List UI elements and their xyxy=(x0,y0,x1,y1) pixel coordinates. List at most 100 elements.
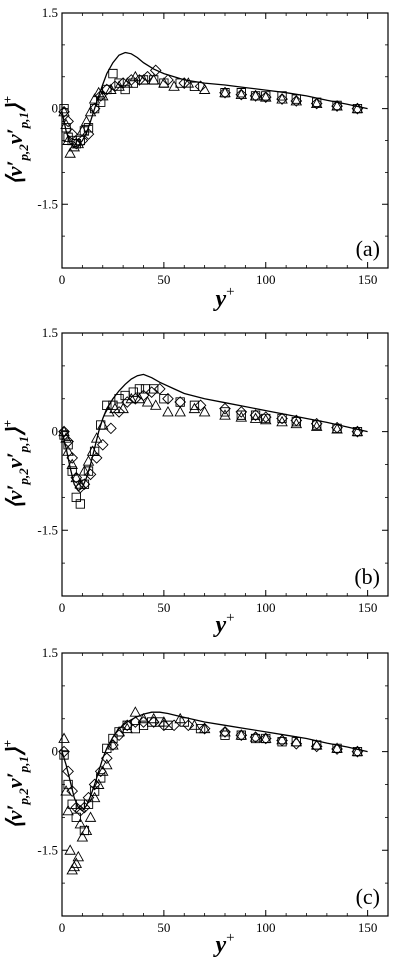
data-point-triangle xyxy=(137,74,150,85)
data-point-triangle xyxy=(88,93,101,104)
data-point-square xyxy=(138,720,149,730)
data-point-diamond xyxy=(66,785,79,797)
panel-label: (a) xyxy=(356,236,380,261)
y-tick-label: 1.5 xyxy=(42,5,58,20)
data-point-triangle xyxy=(92,778,105,789)
data-point-diamond xyxy=(178,77,191,89)
data-point-square xyxy=(59,430,69,440)
data-point-diamond xyxy=(66,452,79,464)
data-point-triangle xyxy=(125,392,138,404)
data-point-square xyxy=(59,750,69,760)
data-point-square xyxy=(63,779,73,790)
data-point-triangle xyxy=(158,716,170,727)
data-point-triangle xyxy=(121,722,133,734)
data-point-triangle xyxy=(129,70,142,82)
data-point-square xyxy=(179,717,189,727)
data-point-square xyxy=(75,499,85,509)
data-point-diamond xyxy=(219,402,231,415)
data-point-diamond xyxy=(259,732,272,745)
data-point-square xyxy=(63,440,73,450)
y-tick-label: -1.5 xyxy=(37,196,58,211)
x-tick-label: 50 xyxy=(157,272,170,287)
data-point-triangle xyxy=(92,86,105,98)
data-point-triangle xyxy=(259,413,272,425)
data-point-diamond xyxy=(100,752,113,765)
data-point-diamond xyxy=(62,765,74,778)
data-point-diamond xyxy=(96,438,109,451)
data-point-triangle xyxy=(58,732,70,743)
data-point-triangle xyxy=(331,742,343,753)
data-point-square xyxy=(83,466,94,476)
data-point-triangle xyxy=(82,455,95,466)
plot-frame xyxy=(61,332,389,597)
data-point-diamond xyxy=(113,406,125,418)
plot-frame xyxy=(61,12,389,269)
data-point-triangle xyxy=(147,712,160,724)
x-tick-label: 0 xyxy=(59,920,66,935)
data-point-triangle xyxy=(78,465,91,476)
y-tick-label: -1.5 xyxy=(37,842,58,857)
data-point-diamond xyxy=(351,425,364,438)
data-point-diamond xyxy=(78,801,91,814)
data-point-square xyxy=(163,720,173,730)
x-tick-label: 0 xyxy=(59,272,66,287)
series-line xyxy=(61,51,368,148)
data-point-triangle xyxy=(249,731,262,742)
data-point-diamond xyxy=(74,804,87,817)
data-point-triangle xyxy=(158,77,170,88)
data-point-triangle xyxy=(351,425,364,437)
data-point-triangle xyxy=(141,396,154,407)
data-point-diamond xyxy=(129,392,142,405)
data-point-square xyxy=(189,400,200,410)
data-point-triangle xyxy=(331,100,343,111)
data-point-diamond xyxy=(133,74,146,86)
data-point-triangle xyxy=(105,83,117,94)
data-point-diamond xyxy=(290,95,303,107)
y-tick-label: 1.5 xyxy=(42,325,58,340)
data-point-diamond xyxy=(66,128,79,140)
data-point-triangle xyxy=(182,77,195,88)
data-point-triangle xyxy=(90,432,103,443)
data-point-square xyxy=(175,397,185,407)
data-point-triangle xyxy=(147,74,160,85)
data-point-diamond xyxy=(82,128,95,140)
data-point-triangle xyxy=(86,445,99,456)
x-tick-label: 100 xyxy=(256,600,276,615)
data-point-triangle xyxy=(70,857,83,868)
data-point-diamond xyxy=(235,88,248,101)
y-tick-label: -1.5 xyxy=(37,522,58,537)
data-point-triangle xyxy=(219,86,231,98)
data-point-square xyxy=(159,394,169,404)
data-point-triangle xyxy=(113,80,125,91)
data-point-triangle xyxy=(219,725,231,737)
data-point-diamond xyxy=(105,422,117,435)
data-point-triangle xyxy=(103,405,115,417)
data-point-diamond xyxy=(168,719,180,732)
data-point-triangle xyxy=(62,804,74,816)
data-point-diamond xyxy=(88,778,101,791)
data-point-diamond xyxy=(90,452,103,464)
data-point-triangle xyxy=(84,105,97,117)
x-tick-label: 50 xyxy=(157,600,170,615)
data-point-triangle xyxy=(235,411,248,422)
x-tick-label: 50 xyxy=(157,920,170,935)
y-tick-label: 1.5 xyxy=(42,645,58,660)
data-point-triangle xyxy=(276,93,288,104)
data-point-triangle xyxy=(198,83,211,94)
data-point-triangle xyxy=(72,137,85,149)
data-point-triangle xyxy=(96,419,109,430)
x-axis-title: y+ xyxy=(212,284,234,312)
data-point-triangle xyxy=(113,725,125,737)
data-point-triangle xyxy=(219,409,231,420)
panel-c: 0 50 100 150 1.5 0 -1.5 (c) y+ ⟨v′p,2v′p,1⟩+ xyxy=(0,645,389,958)
data-point-diamond xyxy=(82,791,95,804)
data-point-diamond xyxy=(147,716,160,728)
data-point-diamond xyxy=(121,719,134,732)
data-point-diamond xyxy=(182,719,195,732)
data-point-triangle xyxy=(117,402,129,414)
data-point-diamond xyxy=(331,743,343,755)
data-point-diamond xyxy=(310,97,323,110)
data-point-triangle xyxy=(351,102,364,114)
data-point-diamond xyxy=(310,740,323,753)
